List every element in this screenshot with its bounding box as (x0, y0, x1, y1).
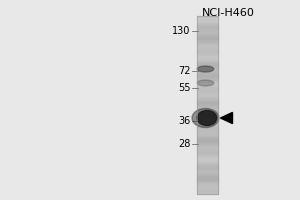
Bar (196, 69, 218, 72)
Bar (196, 136, 218, 138)
Bar (196, 45, 218, 47)
Ellipse shape (197, 66, 214, 72)
Bar (196, 158, 218, 161)
Bar (196, 152, 218, 154)
Bar (196, 89, 218, 92)
Text: 130: 130 (172, 26, 190, 36)
Bar (196, 178, 218, 181)
Bar (196, 38, 218, 40)
Bar (196, 114, 218, 116)
Bar (196, 163, 218, 165)
Bar (196, 129, 218, 132)
Bar (196, 181, 218, 183)
Bar (196, 185, 218, 187)
Bar (196, 156, 218, 158)
Bar (196, 16, 218, 194)
Bar (196, 52, 218, 54)
Bar (196, 176, 218, 178)
Bar (196, 63, 218, 65)
Bar (196, 147, 218, 149)
Text: 36: 36 (178, 116, 190, 126)
Text: 72: 72 (178, 66, 190, 76)
Ellipse shape (192, 108, 219, 128)
Bar (196, 56, 218, 58)
Bar (196, 85, 218, 87)
Bar (196, 60, 218, 63)
Bar (196, 25, 218, 27)
Bar (196, 192, 218, 194)
Bar (196, 81, 218, 83)
Bar (196, 83, 218, 85)
Ellipse shape (197, 80, 214, 86)
Bar (196, 167, 218, 170)
Bar (196, 72, 218, 74)
Bar (196, 112, 218, 114)
Polygon shape (220, 112, 232, 124)
Bar (196, 54, 218, 56)
Bar (196, 49, 218, 52)
Bar (196, 34, 218, 36)
Bar (196, 76, 218, 78)
Bar (196, 187, 218, 190)
Bar (196, 40, 218, 43)
Bar (196, 65, 218, 67)
Bar (196, 16, 218, 18)
Bar (196, 125, 218, 127)
Bar (196, 67, 218, 69)
Bar (196, 183, 218, 185)
Bar (196, 116, 218, 118)
Bar (196, 58, 218, 60)
Bar (196, 27, 218, 29)
Bar (196, 74, 218, 76)
Bar (196, 101, 218, 103)
Bar (196, 154, 218, 156)
Bar (196, 94, 218, 96)
Bar (196, 98, 218, 101)
Bar (196, 103, 218, 105)
Bar (196, 121, 218, 123)
Bar (196, 109, 218, 112)
Bar (196, 161, 218, 163)
Bar (196, 87, 218, 89)
Bar (196, 96, 218, 98)
Bar (196, 36, 218, 38)
Bar (196, 190, 218, 192)
Ellipse shape (197, 110, 217, 126)
Text: 55: 55 (178, 83, 190, 93)
Bar (196, 32, 218, 34)
Bar (196, 127, 218, 129)
Bar (196, 118, 218, 121)
Bar (196, 78, 218, 81)
Text: 28: 28 (178, 139, 190, 149)
Bar (196, 23, 218, 25)
Bar (196, 143, 218, 145)
Bar (196, 132, 218, 134)
Bar (196, 138, 218, 141)
Bar (196, 29, 218, 32)
Bar (196, 92, 218, 94)
Bar (196, 20, 218, 23)
Bar (196, 145, 218, 147)
Bar (196, 165, 218, 167)
Bar (196, 18, 218, 20)
Bar (196, 141, 218, 143)
Bar (196, 107, 218, 109)
Bar (196, 123, 218, 125)
Bar (196, 150, 218, 152)
Bar (196, 43, 218, 45)
Text: NCI-H460: NCI-H460 (202, 8, 254, 18)
Bar (196, 170, 218, 172)
Bar (196, 172, 218, 174)
Bar (196, 105, 218, 107)
Bar (196, 47, 218, 49)
Bar (196, 134, 218, 136)
Bar (196, 174, 218, 176)
